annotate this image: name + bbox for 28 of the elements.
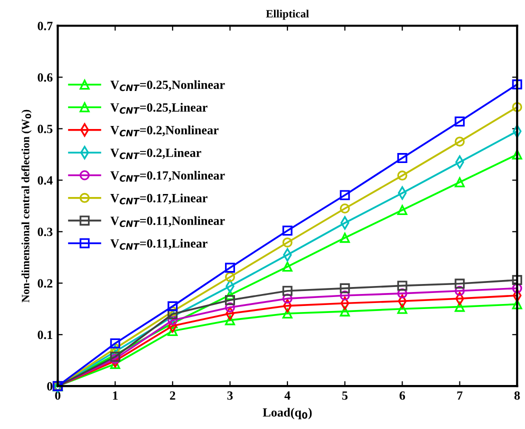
x-tick-label: 6 bbox=[400, 391, 406, 400]
y-tick-label: 0.1 bbox=[38, 330, 52, 340]
x-tick-label: 0 bbox=[55, 391, 60, 400]
legend-label: V$_{CNT}$=0.11,Nonlinear bbox=[110, 216, 225, 228]
x-tick-label: 2 bbox=[170, 391, 176, 400]
x-tick-label: 1 bbox=[113, 391, 118, 400]
x-tick-label: 4 bbox=[284, 391, 290, 400]
x-tick-label: 3 bbox=[227, 391, 233, 400]
legend-label: V$_{CNT}$=0.2,Nonlinear bbox=[110, 126, 219, 136]
x-axis-title: Load(q$_{0}$) bbox=[262, 408, 312, 420]
legend-label: V$_{CNT}$=0.2,Linear bbox=[110, 148, 202, 160]
chart-title: Elliptical bbox=[266, 10, 309, 20]
y-tick-label: 0.6 bbox=[38, 73, 53, 82]
legend-label: V$_{CNT}$=0.25,Nonlinear bbox=[110, 80, 225, 92]
y-tick-label: 0.2 bbox=[38, 279, 52, 288]
x-tick-label: 7 bbox=[457, 391, 463, 400]
y-tick-label: 0 bbox=[47, 382, 52, 391]
legend-label: V$_{CNT}$=0.17,Nonlinear bbox=[110, 170, 225, 182]
y-axis-title: Non-dimensional central deflection (W$_{0}$) bbox=[21, 110, 32, 302]
y-tick-label: 0.7 bbox=[38, 22, 53, 30]
x-tick-label: 8 bbox=[514, 391, 520, 400]
y-tick-label: 0.4 bbox=[38, 176, 53, 185]
legend-label: V$_{CNT}$=0.17,Linear bbox=[110, 194, 208, 204]
legend-label: V$_{CNT}$=0.25,Linear bbox=[110, 102, 208, 114]
x-tick-label: 5 bbox=[342, 391, 348, 400]
y-tick-label: 0.5 bbox=[38, 124, 52, 134]
y-tick-label: 0.3 bbox=[38, 228, 52, 236]
legend-label: V$_{CNT}$=0.11,Linear bbox=[110, 238, 208, 250]
